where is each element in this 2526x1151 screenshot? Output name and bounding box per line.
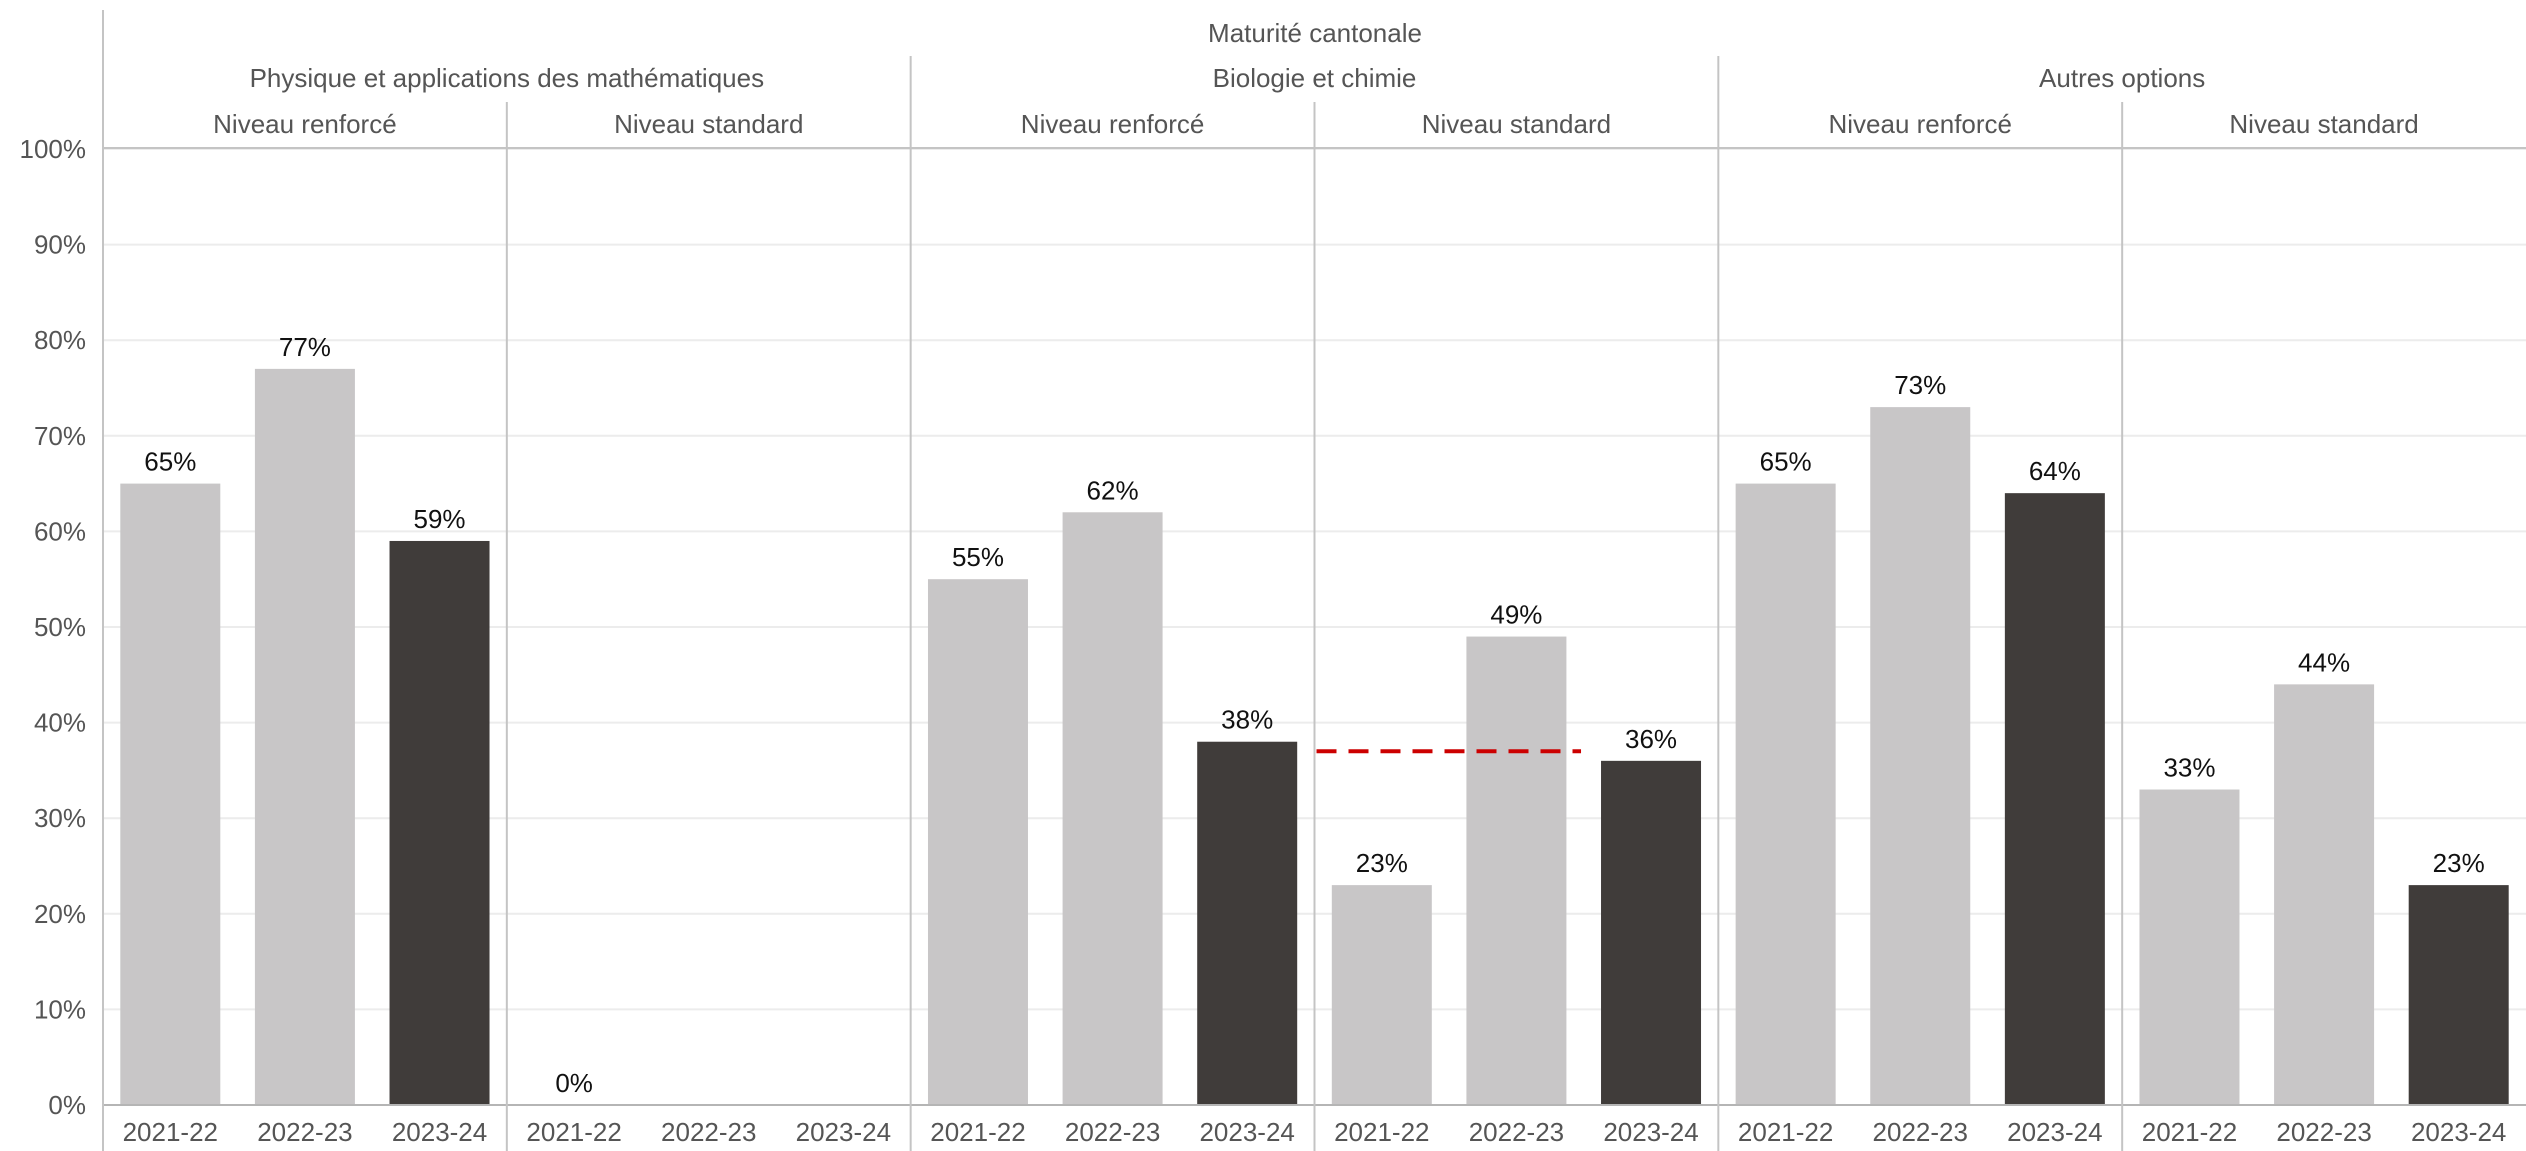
- y-tick-label: 70%: [34, 421, 86, 451]
- level-header: Niveau renforcé: [213, 109, 397, 139]
- labels: Maturité cantonale 0% 10% 20% 30% 40% 50% 60% 7…: [20, 18, 2507, 1147]
- x-tick-label: 2023-24: [1199, 1117, 1294, 1147]
- bar: [927, 579, 1028, 1105]
- bar: [1735, 483, 1836, 1106]
- level-header: Niveau standard: [1422, 109, 1611, 139]
- data-label: 36%: [1625, 724, 1677, 754]
- bar: [1466, 636, 1567, 1105]
- x-tick-label: 2022-23: [1873, 1117, 1968, 1147]
- y-tick-label: 60%: [34, 516, 86, 546]
- x-tick-label: 2021-22: [1738, 1117, 1833, 1147]
- y-tick-label: 30%: [34, 803, 86, 833]
- bar: [1197, 741, 1298, 1105]
- x-tick-label: 2021-22: [526, 1117, 621, 1147]
- bar: [1870, 407, 1971, 1105]
- x-tick-label: 2023-24: [2007, 1117, 2102, 1147]
- y-tick-label: 100%: [20, 134, 87, 164]
- data-label: 44%: [2298, 647, 2350, 677]
- y-tick-label: 50%: [34, 612, 86, 642]
- data-label: 59%: [414, 504, 466, 534]
- x-tick-label: 2022-23: [1065, 1117, 1160, 1147]
- bar: [254, 368, 355, 1105]
- y-tick-label: 40%: [34, 708, 86, 738]
- separator-lines: [102, 10, 2526, 1151]
- x-tick-label: 2022-23: [1469, 1117, 1564, 1147]
- data-label: 33%: [2163, 753, 2215, 783]
- x-tick-label: 2022-23: [257, 1117, 352, 1147]
- x-tick-label: 2023-24: [2411, 1117, 2506, 1147]
- x-tick-label: 2021-22: [123, 1117, 218, 1147]
- y-tick-label: 10%: [34, 994, 86, 1024]
- level-header: Niveau standard: [2229, 109, 2418, 139]
- x-tick-label: 2021-22: [930, 1117, 1025, 1147]
- data-label: 77%: [279, 332, 331, 362]
- bar: [1601, 760, 1702, 1105]
- data-label: 73%: [1894, 370, 1946, 400]
- level-header: Niveau renforcé: [1021, 109, 1205, 139]
- bar: [2274, 684, 2375, 1105]
- y-tick-label: 0%: [48, 1090, 86, 1120]
- data-label: 23%: [1356, 848, 1408, 878]
- bar: [2408, 885, 2509, 1105]
- data-label: 0%: [555, 1068, 593, 1098]
- option-header: Autres options: [2039, 63, 2205, 93]
- bar: [120, 483, 221, 1106]
- level-header: Niveau renforcé: [1828, 109, 2012, 139]
- bars: [120, 368, 2509, 1106]
- data-label: 38%: [1221, 705, 1273, 735]
- data-label: 62%: [1087, 475, 1139, 505]
- option-header: Physique et applications des mathématiqu…: [250, 63, 765, 93]
- y-tick-label: 20%: [34, 899, 86, 929]
- data-label: 65%: [144, 447, 196, 477]
- bar: [2004, 493, 2105, 1105]
- data-label: 23%: [2433, 848, 2485, 878]
- bar: [1062, 512, 1163, 1105]
- y-tick-label: 90%: [34, 230, 86, 260]
- level-header: Niveau standard: [614, 109, 803, 139]
- data-label: 55%: [952, 542, 1004, 572]
- y-tick-label: 80%: [34, 325, 86, 355]
- data-label: 64%: [2029, 456, 2081, 486]
- data-label: 49%: [1490, 600, 1542, 630]
- x-tick-label: 2021-22: [2142, 1117, 2237, 1147]
- bar: [389, 540, 490, 1105]
- bar: [2139, 789, 2240, 1105]
- x-tick-label: 2022-23: [2276, 1117, 2371, 1147]
- data-label: 65%: [1760, 447, 1812, 477]
- x-tick-label: 2023-24: [1603, 1117, 1698, 1147]
- x-tick-label: 2023-24: [392, 1117, 487, 1147]
- x-tick-label: 2021-22: [1334, 1117, 1429, 1147]
- bar: [1331, 885, 1432, 1105]
- x-tick-label: 2023-24: [796, 1117, 891, 1147]
- option-header: Biologie et chimie: [1213, 63, 1417, 93]
- x-tick-label: 2022-23: [661, 1117, 756, 1147]
- chart-title: Maturité cantonale: [1208, 18, 1422, 48]
